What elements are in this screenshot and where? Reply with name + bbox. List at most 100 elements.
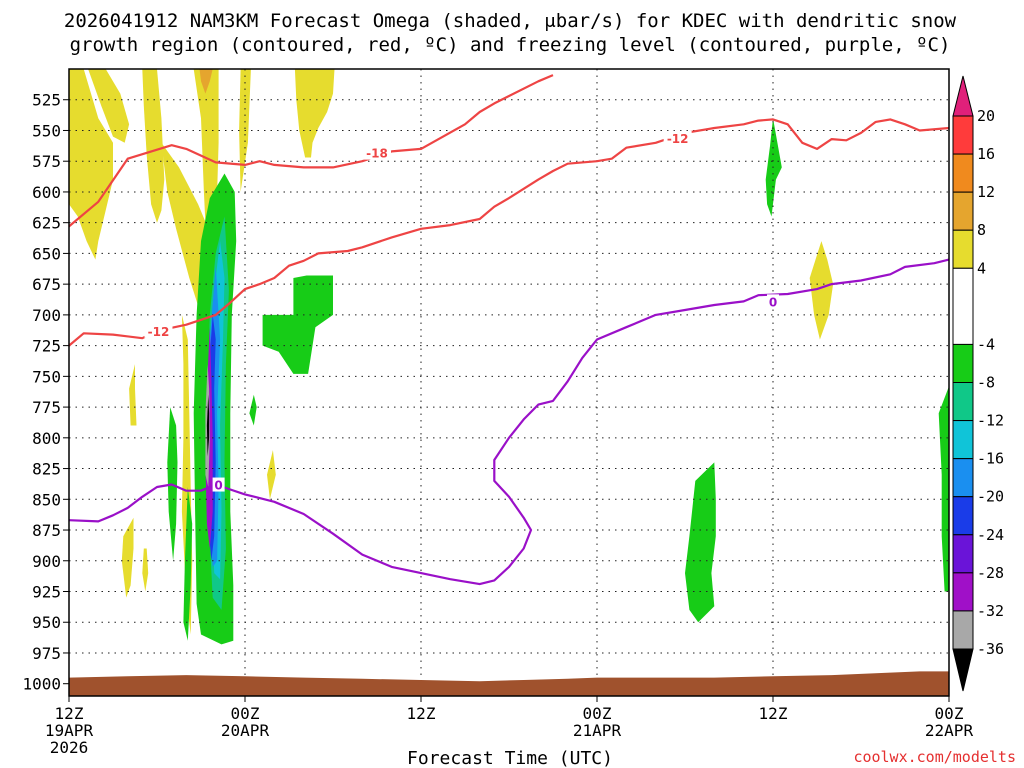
colorbar-label-13: -36: [977, 640, 1004, 658]
ytick-label-925: 925: [32, 583, 61, 602]
ytick-label-850: 850: [32, 490, 61, 509]
omega-region-17: [249, 394, 257, 426]
pressure-axis: 525 550 575 600 625 650 675 700 725 750 775 800 825 8…: [22, 91, 69, 694]
ytick-label-750: 750: [32, 367, 61, 386]
colorbar-label-8: -16: [977, 450, 1004, 468]
ytick-label-950: 950: [32, 613, 61, 632]
xtick-label-0-1: 19APR: [45, 721, 94, 740]
omega-region-0: [69, 69, 113, 260]
xtick-label-12-1: 20APR: [221, 721, 270, 740]
colorbar-bin-8: [952, 458, 974, 498]
omega-region-9: [129, 364, 137, 426]
terrain-fill: [69, 671, 949, 696]
ytick-label-600: 600: [32, 183, 61, 202]
xtick-label-36-0: 00Z: [583, 704, 612, 723]
colorbar-label-12: -32: [977, 602, 1004, 620]
colorbar-bin-7: [952, 420, 974, 460]
colorbar-bin-6: [952, 382, 974, 422]
colorbar-label-0: 20: [977, 107, 995, 125]
colorbar-label-6: -8: [977, 374, 995, 392]
ytick-label-525: 525: [32, 91, 61, 110]
chart-title-line-2: growth region (contoured, red, ºC) and f…: [70, 34, 951, 56]
omega-region-19: [765, 118, 782, 217]
colorbar-bin-10: [952, 534, 974, 574]
ytick-label-550: 550: [32, 121, 61, 140]
contour-label-bg-2: [663, 130, 692, 145]
xtick-label-0-2: 2026: [50, 738, 89, 757]
contour-line--18-0: [68, 74, 554, 228]
colorbar-label-2: 12: [977, 183, 995, 201]
contour-label-4: 0: [769, 295, 777, 309]
contour-label-3: 0: [214, 479, 222, 493]
ytick-label-625: 625: [32, 214, 61, 233]
ytick-label-650: 650: [32, 244, 61, 263]
colorbar-bin-9: [952, 496, 974, 536]
colorbar-bin-3: [952, 229, 974, 269]
xtick-label-12-0: 00Z: [231, 704, 260, 723]
omega-region-12: [267, 450, 276, 500]
colorbar-label-4: 4: [977, 259, 986, 277]
ytick-label-700: 700: [32, 306, 61, 325]
ytick-label-900: 900: [32, 552, 61, 571]
colorbar-bin-4: [952, 267, 974, 345]
ytick-label-875: 875: [32, 521, 61, 540]
colorbar: 20 16 12 8 4 -4 -8 -12 -16 -20 -24 -28 -32 -36: [952, 75, 1004, 692]
colorbar-label-5: -4: [977, 335, 995, 353]
omega-region-20: [685, 462, 716, 623]
contour-line-0-2: [68, 258, 950, 586]
colorbar-bin-1: [952, 153, 974, 193]
ytick-label-1000: 1000: [22, 675, 61, 694]
xtick-label-60-1: 22APR: [925, 721, 974, 740]
colorbar-bin-12: [952, 610, 974, 650]
colorbar-bin-0: [952, 115, 974, 155]
ytick-label-800: 800: [32, 429, 61, 448]
xtick-label-0-0: 12Z: [55, 704, 84, 723]
omega-region-28: [206, 394, 210, 457]
colorbar-bin-11: [952, 572, 974, 612]
credit-text: coolwx.com/modelts: [853, 748, 1016, 766]
contour-label-2: -12: [667, 132, 689, 146]
x-axis-label: Forecast Time (UTC): [407, 748, 613, 768]
xtick-label-60-0: 00Z: [935, 704, 964, 723]
omega-region-8: [121, 517, 134, 598]
colorbar-label-7: -12: [977, 412, 1004, 430]
ytick-label-825: 825: [32, 460, 61, 479]
ytick-label-575: 575: [32, 152, 61, 171]
contour-line--12-1: [68, 118, 950, 347]
omega-region-16: [183, 487, 193, 641]
chart-title-line-1: 2026041912 NAM3KM Forecast Omega (shaded…: [64, 10, 957, 32]
omega-region-5: [199, 69, 213, 94]
colorbar-label-10: -24: [977, 526, 1004, 544]
contour-label-0: -18: [366, 147, 388, 161]
contour-label-bg-4: [767, 294, 779, 309]
colorbar-min-arrow: [952, 648, 974, 692]
contour-label-bg-1: [144, 323, 173, 338]
contour-label-bg-0: [363, 145, 391, 160]
colorbar-label-1: 16: [977, 145, 995, 163]
contour-label-bg-3: [212, 477, 225, 492]
colorbar-label-3: 8: [977, 221, 986, 239]
colorbar-max-arrow: [952, 75, 974, 117]
omega-region-18: [262, 275, 333, 374]
colorbar-bin-5: [952, 343, 974, 383]
omega-region-10: [142, 548, 149, 592]
xtick-label-36-1: 21APR: [573, 721, 622, 740]
omega-region-1: [88, 69, 130, 143]
contour-label-1: -12: [148, 325, 170, 339]
colorbar-bin-2: [952, 191, 974, 231]
ytick-label-775: 775: [32, 398, 61, 417]
plot-area: -18 -12 -12 0 0 525 550 575 600 625 650 675 700 725 7…: [22, 68, 974, 757]
terrain-layer: [69, 671, 949, 696]
xtick-label-48-0: 12Z: [759, 704, 788, 723]
ytick-label-975: 975: [32, 644, 61, 663]
omega-region-13: [809, 241, 834, 340]
colorbar-label-9: -20: [977, 488, 1004, 506]
plot-frame: [68, 68, 950, 697]
omega-region-7: [294, 69, 335, 158]
xtick-label-24-0: 12Z: [407, 704, 436, 723]
colorbar-label-11: -28: [977, 564, 1004, 582]
omega-region-2: [142, 69, 165, 223]
temperature-contours: -18 -12 -12 0 0: [68, 74, 950, 586]
